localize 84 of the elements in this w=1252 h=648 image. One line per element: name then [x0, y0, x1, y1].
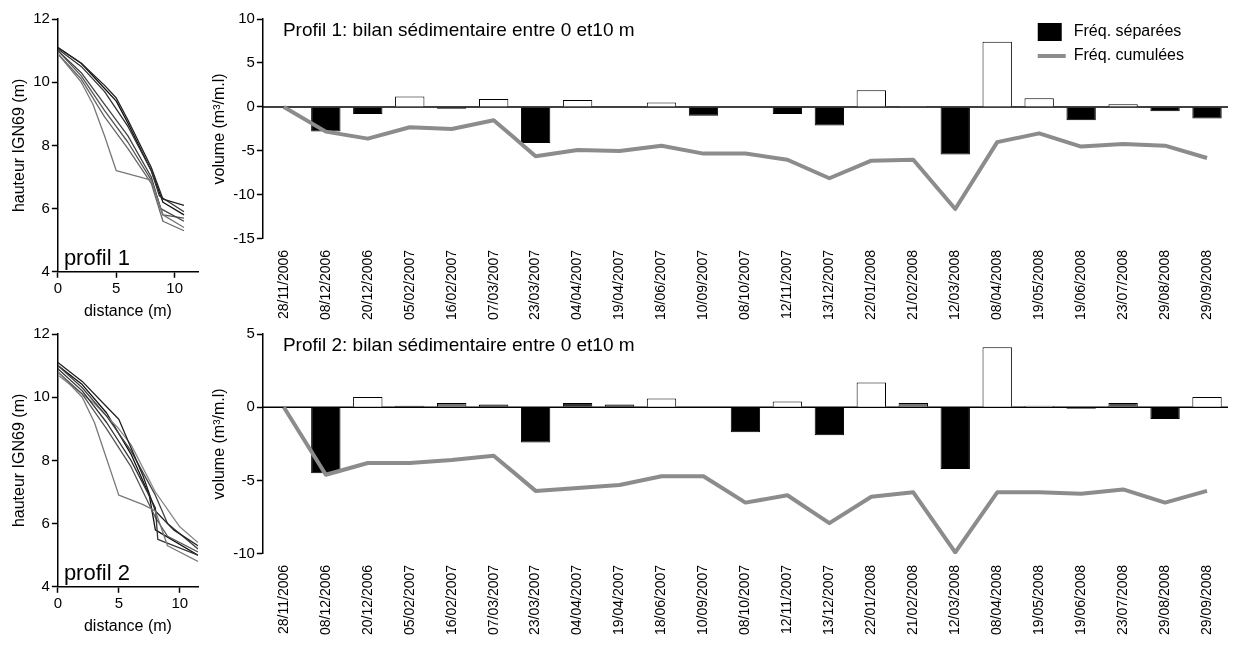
x-tick-label: 19/04/2007 — [610, 249, 627, 321]
x-tick-label: 19/05/2008 — [1030, 249, 1047, 321]
x-tick-label: 21/02/2008 — [904, 249, 921, 321]
y-tick-label: -10 — [233, 544, 255, 562]
x-tick-label: 12/03/2008 — [946, 249, 963, 321]
x-tick-label: 12/03/2008 — [946, 564, 963, 636]
x-tick-label: 23/07/2008 — [1113, 249, 1130, 321]
x-tick-label: 08/04/2008 — [988, 249, 1005, 321]
x-tick-label: 19/06/2008 — [1071, 249, 1088, 321]
x-tick-label: 29/08/2008 — [1155, 564, 1172, 636]
x-tick-label: 28/11/2006 — [274, 564, 291, 634]
x-tick-label: 23/03/2007 — [526, 564, 543, 636]
chart-title: Profil 2: bilan sédimentaire entre 0 et10 m — [282, 333, 635, 355]
x-tick-label: 10 — [166, 278, 183, 296]
y-tick-label: -5 — [241, 470, 255, 488]
x-tick-label: 18/06/2007 — [652, 249, 669, 321]
x-tick-label: 12/11/2007 — [778, 564, 795, 634]
y-tick-label: 4 — [41, 576, 50, 594]
x-tick-label: 07/03/2007 — [484, 249, 501, 321]
x-tick-label: 19/04/2007 — [610, 564, 627, 636]
y-tick-label: 5 — [246, 53, 255, 71]
x-tick-label: 07/03/2007 — [484, 564, 501, 636]
y-axis-title: volume (m³/m.l) — [210, 73, 228, 185]
x-tick-label: 28/11/2006 — [274, 249, 291, 319]
x-tick-label: 21/02/2008 — [904, 564, 921, 636]
x-axis-title: distance (m) — [83, 616, 172, 634]
y-tick-label: 10 — [33, 387, 50, 405]
x-tick-label: 19/05/2008 — [1030, 564, 1047, 636]
y-tick-label: 10 — [238, 9, 255, 27]
x-tick-label: 0 — [53, 593, 63, 611]
x-tick-label: 08/10/2007 — [736, 564, 753, 636]
x-tick-label: 23/07/2008 — [1113, 564, 1130, 636]
x-tick-label: 16/02/2007 — [442, 249, 459, 321]
annotation: profil 1 — [63, 244, 130, 270]
y-axis-title: hauteur IGN69 (m) — [10, 78, 28, 213]
x-tick-label: 5 — [114, 593, 123, 611]
x-tick-label: 12/11/2007 — [778, 249, 795, 319]
y-tick-label: 6 — [41, 513, 50, 531]
x-tick-label: 13/12/2007 — [820, 249, 837, 321]
x-tick-label: 23/03/2007 — [526, 249, 543, 321]
x-tick-label: 04/04/2007 — [568, 249, 585, 321]
x-tick-label: 04/04/2007 — [568, 564, 585, 636]
x-tick-label: 29/08/2008 — [1155, 249, 1172, 321]
y-tick-label: 8 — [41, 450, 50, 468]
y-tick-label: 0 — [246, 397, 255, 415]
x-tick-label: 20/12/2006 — [358, 249, 375, 321]
y-tick-label: 4 — [41, 261, 50, 279]
x-tick-label: 29/09/2008 — [1197, 564, 1214, 636]
x-tick-label: 0 — [53, 278, 63, 296]
y-axis-title: hauteur IGN69 (m) — [10, 393, 28, 528]
y-tick-label: -10 — [233, 185, 255, 203]
y-tick-label: 12 — [33, 324, 50, 342]
y-axis-title: volume (m³/m.l) — [210, 388, 228, 500]
x-tick-label: 10/09/2007 — [694, 249, 711, 321]
x-tick-label: 08/04/2008 — [988, 564, 1005, 636]
x-tick-label: 08/12/2006 — [316, 564, 333, 636]
x-tick-label: 16/02/2007 — [442, 564, 459, 636]
y-tick-label: 12 — [33, 9, 50, 27]
x-tick-label: 20/12/2006 — [358, 564, 375, 636]
y-tick-label: 8 — [41, 135, 50, 153]
y-tick-label: 5 — [246, 324, 255, 342]
x-axis-title: distance (m) — [83, 301, 172, 319]
y-tick-label: 6 — [41, 198, 50, 216]
x-tick-label: 19/06/2008 — [1071, 564, 1088, 636]
y-tick-label: 10 — [33, 72, 50, 90]
y-tick-label: 0 — [246, 97, 255, 115]
x-tick-label: 18/06/2007 — [652, 564, 669, 636]
x-tick-label: 08/12/2006 — [316, 249, 333, 321]
x-tick-label: 29/09/2008 — [1197, 249, 1214, 321]
y-tick-label: -5 — [241, 141, 255, 159]
legend-label: Fréq. séparées — [1073, 22, 1182, 40]
x-tick-label: 10 — [171, 593, 189, 611]
legend-label: Fréq. cumulées — [1073, 46, 1184, 64]
x-tick-label: 5 — [112, 278, 121, 296]
annotation: profil 2 — [63, 559, 130, 585]
chart-title: Profil 1: bilan sédimentaire entre 0 et10 m — [282, 18, 635, 40]
x-tick-label: 05/02/2007 — [400, 564, 417, 636]
x-tick-label: 05/02/2007 — [400, 249, 417, 321]
x-tick-label: 13/12/2007 — [820, 564, 837, 636]
x-tick-label: 22/01/2008 — [862, 564, 879, 636]
x-tick-label: 22/01/2008 — [862, 249, 879, 321]
x-tick-label: 08/10/2007 — [736, 249, 753, 321]
y-tick-label: -15 — [233, 229, 255, 247]
x-tick-label: 10/09/2007 — [694, 564, 711, 636]
